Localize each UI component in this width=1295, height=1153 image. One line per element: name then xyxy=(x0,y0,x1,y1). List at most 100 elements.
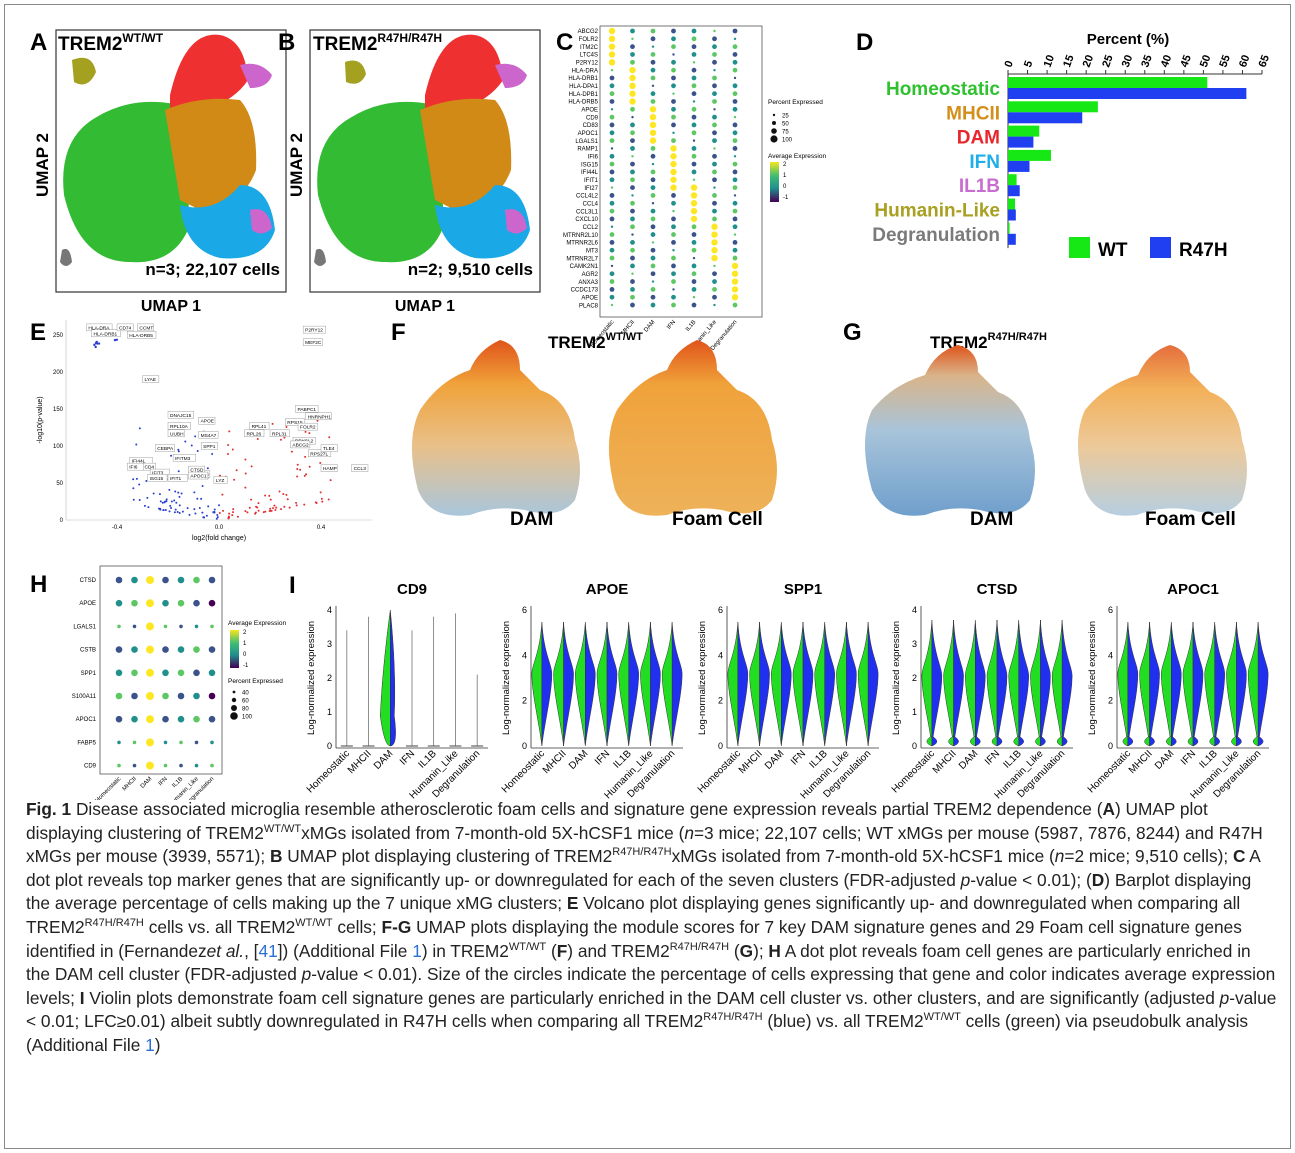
size-legend-label: 100 xyxy=(242,715,253,721)
volcano-point xyxy=(170,506,173,509)
gene-label: MT3 xyxy=(586,248,599,254)
violin-r47h xyxy=(953,619,964,747)
gene-label: CCL2 xyxy=(583,225,599,231)
y-tick-label: 0 xyxy=(327,741,332,751)
dot xyxy=(131,692,138,700)
volcano-point xyxy=(177,450,180,453)
gene-label: APOC1 xyxy=(190,474,207,480)
dot xyxy=(630,161,635,167)
caption-text: xMGs isolated from 7-month-old 5X-hCSF1 … xyxy=(671,846,1055,867)
volcano-point xyxy=(246,511,249,514)
dot xyxy=(691,286,697,292)
violin-r47h-base xyxy=(1171,735,1177,747)
x-tick-label: 0 xyxy=(1003,59,1016,69)
color-legend-tick: 2 xyxy=(243,630,247,636)
dot xyxy=(732,138,738,144)
x-axis-label: UMAP 1 xyxy=(141,298,201,315)
additional-file-link[interactable]: 1 xyxy=(412,940,422,961)
gene-label-box xyxy=(305,412,332,420)
dot xyxy=(671,240,676,245)
violin-wt xyxy=(749,621,760,747)
dot xyxy=(609,177,615,183)
caption-text: A dot plot reveals foam cell genes are p… xyxy=(26,940,1251,985)
dot xyxy=(162,715,169,723)
color-legend-tick: 2 xyxy=(783,162,787,168)
dot xyxy=(651,280,655,283)
dot xyxy=(712,75,717,81)
dot xyxy=(609,75,615,81)
violin-title: SPP1 xyxy=(784,581,822,598)
gene-label: IFIT3 xyxy=(152,471,164,477)
dot xyxy=(629,82,636,90)
dot xyxy=(177,646,185,653)
volcano-point xyxy=(271,422,274,425)
dot xyxy=(630,138,635,144)
violin-r47h xyxy=(671,621,683,747)
violin-wt xyxy=(380,609,391,747)
gene-label: CTSD xyxy=(80,578,97,584)
violin-r47h xyxy=(1061,619,1073,747)
volcano-point xyxy=(283,436,286,439)
x-tick-label: 35 xyxy=(1139,53,1154,69)
dot xyxy=(608,59,616,66)
gene-label: MTRNR2L6 xyxy=(566,241,598,247)
violin-r47h xyxy=(1040,619,1051,747)
violin-wt-base xyxy=(1122,735,1129,747)
volcano-point xyxy=(244,458,247,461)
violin-title: CTSD xyxy=(977,581,1018,598)
dot xyxy=(650,59,656,65)
volcano-point xyxy=(178,504,181,507)
category-label: Humanin-Like xyxy=(874,201,1000,222)
volcano-point xyxy=(262,511,265,514)
color-legend-bar xyxy=(770,162,779,202)
dot xyxy=(146,576,154,584)
volcano-point xyxy=(264,494,267,497)
volcano-point xyxy=(213,508,216,511)
bar xyxy=(1008,185,1020,197)
dot xyxy=(610,264,614,268)
volcano-point xyxy=(279,438,282,441)
dot xyxy=(712,286,717,292)
volcano-point xyxy=(227,444,230,447)
category-label: IL1B xyxy=(959,176,1000,197)
y-tick-label: 4 xyxy=(1108,650,1113,660)
volcano-point xyxy=(296,463,299,466)
caption-text: =2 mice; 9,510 cells); xyxy=(1064,846,1233,867)
gene-label: CD9 xyxy=(84,764,97,770)
cluster-label: DAM xyxy=(643,319,656,333)
dot xyxy=(162,576,169,584)
dot xyxy=(672,249,675,252)
violin-wt-base xyxy=(926,735,933,747)
volcano-point xyxy=(173,511,176,514)
caption-panel-ref: B xyxy=(269,846,283,867)
dot xyxy=(631,272,634,275)
volcano-point xyxy=(303,503,306,506)
dot xyxy=(712,216,717,222)
dot xyxy=(731,262,739,270)
dot xyxy=(732,255,738,261)
additional-file-link[interactable]: 1 xyxy=(145,1034,155,1055)
dot xyxy=(630,302,635,308)
volcano-point xyxy=(176,510,179,513)
violin-r47h xyxy=(1236,621,1247,747)
umap-label-dam: DAM xyxy=(510,509,553,530)
cluster-label: MHCII xyxy=(931,748,959,776)
caption-text: Violin plots demonstrate foam cell signa… xyxy=(84,987,1220,1008)
volcano-point xyxy=(228,430,231,433)
gene-label: ISG15 xyxy=(581,162,599,168)
dot xyxy=(671,28,676,34)
size-legend-label: 100 xyxy=(782,138,793,144)
volcano-point xyxy=(221,493,224,496)
gene-label-box xyxy=(116,323,134,332)
gene-label-box xyxy=(167,422,191,430)
reference-link[interactable]: 41 xyxy=(258,940,278,961)
cluster-label: Homeostatic xyxy=(305,748,352,795)
dot xyxy=(671,302,676,308)
gene-label: SPP1 xyxy=(203,444,216,450)
cluster-label: IFN xyxy=(398,748,417,767)
volcano-point xyxy=(177,470,180,473)
violin-plot: CD9 0 1 2 3 4 Log-normalized expression Homeost… xyxy=(305,581,488,800)
dot xyxy=(732,122,738,128)
caption-panel-ref: D xyxy=(1091,869,1105,890)
bar xyxy=(1008,174,1017,186)
